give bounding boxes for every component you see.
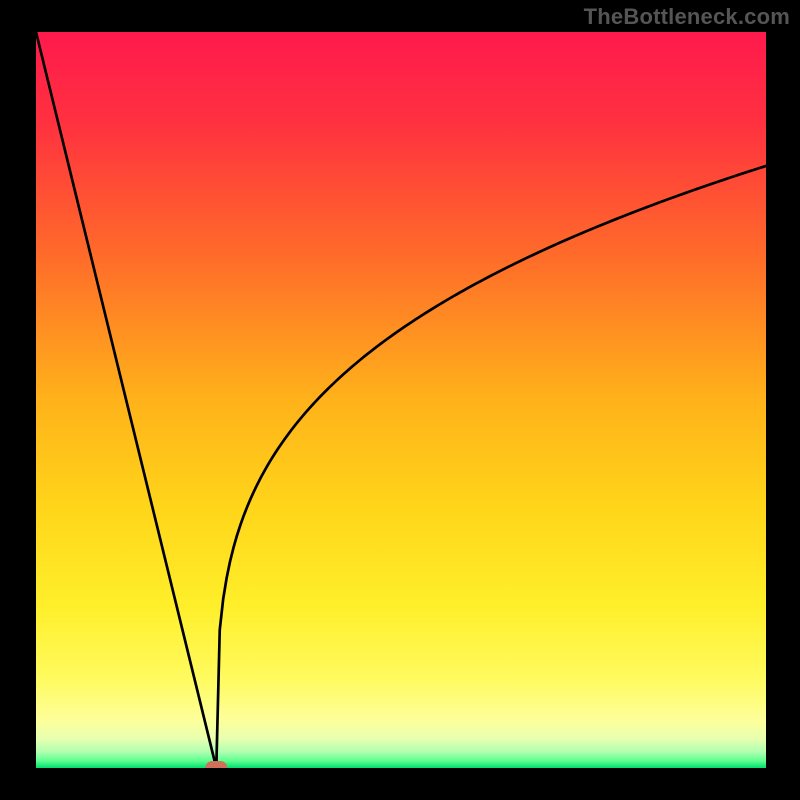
plot-gradient-background bbox=[36, 32, 766, 768]
bottleneck-chart bbox=[0, 0, 800, 800]
watermark-text: TheBottleneck.com bbox=[584, 4, 790, 30]
